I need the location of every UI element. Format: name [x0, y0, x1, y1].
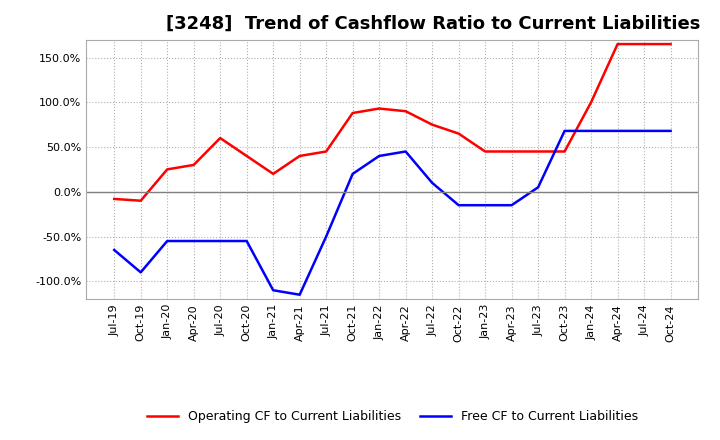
Free CF to Current Liabilities — [243, 238, 251, 244]
Free CF to Current Liabilities — [508, 202, 516, 208]
Operating CF to Current Liabilities — [401, 109, 410, 114]
Operating CF to Current Liabilities — [348, 110, 357, 116]
Operating CF to Current Liabilities — [454, 131, 463, 136]
Operating CF to Current Liabilities — [666, 41, 675, 47]
Line: Free CF to Current Liabilities: Free CF to Current Liabilities — [114, 131, 670, 295]
Operating CF to Current Liabilities — [587, 99, 595, 105]
Free CF to Current Liabilities — [481, 202, 490, 208]
Free CF to Current Liabilities — [216, 238, 225, 244]
Operating CF to Current Liabilities — [428, 122, 436, 127]
Operating CF to Current Liabilities — [640, 41, 649, 47]
Operating CF to Current Liabilities — [560, 149, 569, 154]
Operating CF to Current Liabilities — [295, 153, 304, 158]
Free CF to Current Liabilities — [454, 202, 463, 208]
Free CF to Current Liabilities — [428, 180, 436, 186]
Free CF to Current Liabilities — [375, 153, 384, 158]
Free CF to Current Liabilities — [163, 238, 171, 244]
Free CF to Current Liabilities — [560, 128, 569, 134]
Free CF to Current Liabilities — [587, 128, 595, 134]
Operating CF to Current Liabilities — [534, 149, 542, 154]
Free CF to Current Liabilities — [136, 270, 145, 275]
Free CF to Current Liabilities — [110, 247, 119, 253]
Free CF to Current Liabilities — [348, 171, 357, 176]
Free CF to Current Liabilities — [613, 128, 622, 134]
Text: [3248]  Trend of Cashflow Ratio to Current Liabilities: [3248] Trend of Cashflow Ratio to Curren… — [166, 15, 701, 33]
Legend: Operating CF to Current Liabilities, Free CF to Current Liabilities: Operating CF to Current Liabilities, Fre… — [142, 405, 643, 428]
Operating CF to Current Liabilities — [322, 149, 330, 154]
Free CF to Current Liabilities — [322, 234, 330, 239]
Operating CF to Current Liabilities — [481, 149, 490, 154]
Line: Operating CF to Current Liabilities: Operating CF to Current Liabilities — [114, 44, 670, 201]
Operating CF to Current Liabilities — [269, 171, 277, 176]
Free CF to Current Liabilities — [189, 238, 198, 244]
Operating CF to Current Liabilities — [216, 136, 225, 141]
Free CF to Current Liabilities — [534, 185, 542, 190]
Operating CF to Current Liabilities — [136, 198, 145, 203]
Operating CF to Current Liabilities — [508, 149, 516, 154]
Operating CF to Current Liabilities — [189, 162, 198, 168]
Operating CF to Current Liabilities — [613, 41, 622, 47]
Operating CF to Current Liabilities — [110, 196, 119, 202]
Free CF to Current Liabilities — [401, 149, 410, 154]
Free CF to Current Liabilities — [640, 128, 649, 134]
Free CF to Current Liabilities — [269, 288, 277, 293]
Operating CF to Current Liabilities — [375, 106, 384, 111]
Operating CF to Current Liabilities — [163, 167, 171, 172]
Free CF to Current Liabilities — [295, 292, 304, 297]
Free CF to Current Liabilities — [666, 128, 675, 134]
Operating CF to Current Liabilities — [243, 153, 251, 158]
